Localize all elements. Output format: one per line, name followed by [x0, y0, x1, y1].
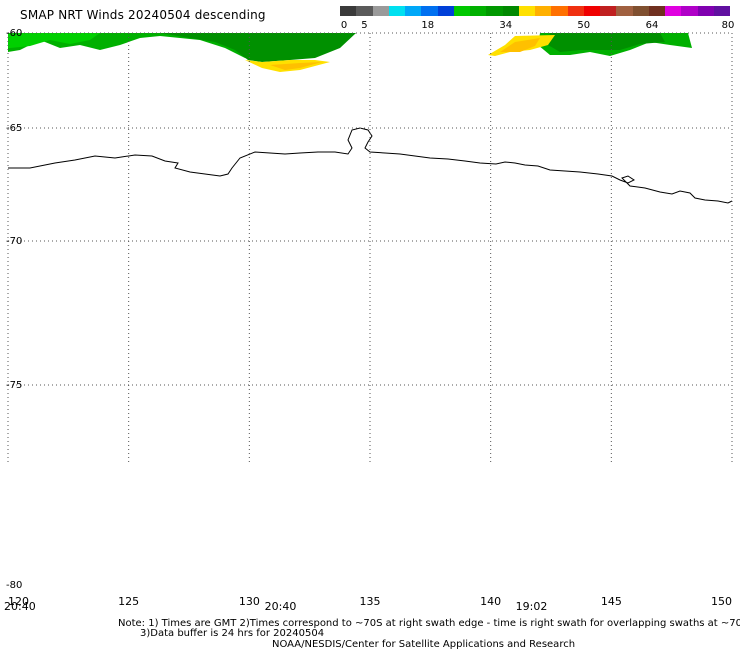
- wind-swath-region: [500, 38, 540, 52]
- grid-lines: [7, 32, 733, 465]
- latitude-label: -75: [6, 380, 22, 391]
- longitude-label: 120: [8, 595, 29, 608]
- colorbar-segment: [388, 6, 405, 16]
- colorbar-segment: [437, 6, 454, 16]
- colorbar-segment: [372, 6, 389, 16]
- colorbar-tick-label: 34: [499, 20, 513, 31]
- colorbar-tick-label: 64: [645, 20, 659, 31]
- colorbar-segment: [665, 6, 682, 16]
- colorbar-segment: [502, 6, 519, 16]
- colorbar-segment: [421, 6, 438, 16]
- colorbar-segment: [632, 6, 649, 16]
- colorbar-labels: 0 5 18 34 50 64 80: [340, 20, 735, 32]
- colorbar-segment: [518, 6, 535, 16]
- colorbar-segment: [486, 6, 503, 16]
- colorbar-segment: [551, 6, 568, 16]
- swath-time-label: 20:40: [265, 600, 297, 613]
- colorbar-tick-label: 5: [361, 20, 368, 31]
- antarctic-coastline: [8, 127, 733, 204]
- latitude-label: -70: [6, 236, 22, 247]
- colorbar-segment: [600, 6, 617, 16]
- colorbar-segment: [340, 6, 357, 16]
- colorbar-tick-label: 50: [577, 20, 591, 31]
- colorbar-tick-label: 80: [721, 20, 735, 31]
- colorbar-tick-label: 18: [421, 20, 435, 31]
- colorbar-segment: [356, 6, 373, 16]
- swath-time-label: 20:40: [4, 600, 36, 613]
- colorbar-segment: [583, 6, 600, 16]
- longitude-label: 125: [118, 595, 139, 608]
- latitude-label: -80: [6, 580, 22, 591]
- note-line-2: 3)Data buffer is 24 hrs for 20240504: [140, 628, 325, 639]
- colorbar-segment: [405, 6, 422, 16]
- wind-swath-region: [160, 33, 356, 62]
- swath-time-labels: 20:40 20:40 19:02: [4, 600, 547, 613]
- colorbar-segment: [616, 6, 633, 16]
- swath-time-label: 19:02: [516, 600, 548, 613]
- longitude-label: 135: [360, 595, 381, 608]
- longitude-labels: 120 125 130 135 140 145 150: [8, 595, 732, 608]
- colorbar-segment: [648, 6, 665, 16]
- credit-line: NOAA/NESDIS/Center for Satellite Applica…: [272, 639, 576, 650]
- note-line-1: Note: 1) Times are GMT 2)Times correspon…: [118, 618, 740, 629]
- latitude-label: -65: [6, 123, 22, 134]
- longitude-label: 145: [601, 595, 622, 608]
- wind-swaths: [8, 33, 692, 72]
- colorbar-segment: [567, 6, 584, 16]
- colorbar-segment: [713, 6, 730, 16]
- wind-swath-region: [270, 62, 322, 70]
- latitude-label: -60: [6, 28, 22, 39]
- colorbar-tick-label: 0: [340, 20, 348, 31]
- colorbar-segment: [681, 6, 698, 16]
- longitude-label: 150: [711, 595, 732, 608]
- colorbar-segment: [535, 6, 552, 16]
- colorbar-segment: [453, 6, 470, 16]
- latitude-labels: -60 -65 -70 -75 -80: [6, 28, 22, 591]
- longitude-label: 130: [239, 595, 260, 608]
- wind-swath-region: [8, 33, 100, 48]
- wind-speed-colorbar: [340, 6, 730, 16]
- map-title: SMAP NRT Winds 20240504 descending: [20, 8, 266, 22]
- colorbar-segment: [697, 6, 714, 16]
- colorbar-segment: [470, 6, 487, 16]
- longitude-label: 140: [480, 595, 501, 608]
- wind-swath-region: [548, 33, 665, 52]
